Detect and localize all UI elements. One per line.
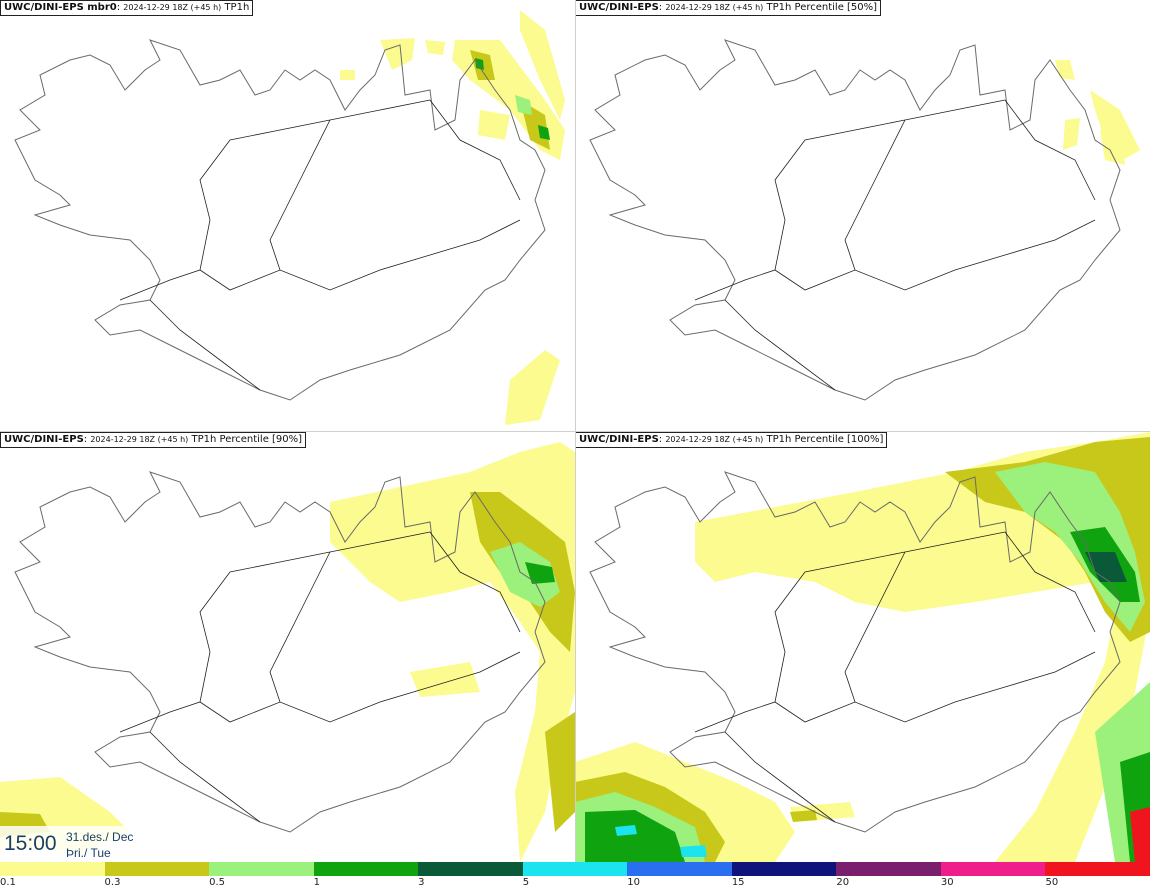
legend-tick-label: 30	[940, 877, 954, 888]
iceland-coastline	[589, 39, 1121, 401]
precip-map-svg	[575, 432, 1150, 862]
precip-overlay	[340, 10, 565, 425]
precip-map-svg	[14, 10, 565, 425]
iceland-coastline	[14, 471, 546, 833]
legend-tick-label: 20	[836, 877, 850, 888]
legend-swatch	[209, 862, 314, 876]
valid-day: Þri./ Tue	[66, 846, 111, 860]
map-panel-p100[interactable]: UWC/DINI-EPS: 2024-12-29 18Z (+45 h) TP1…	[575, 432, 1150, 862]
road-network	[119, 99, 521, 391]
road-network	[119, 531, 521, 823]
panel-source: UWC/DINI-EPS mbr0	[4, 2, 117, 13]
panel-date: 2024-12-29 18Z (+45 h)	[665, 3, 764, 12]
panel-date: 2024-12-29 18Z (+45 h)	[665, 435, 764, 444]
legend-tick-label: 15	[731, 877, 745, 888]
legend-swatch	[522, 862, 628, 876]
panel-date: 2024-12-29 18Z (+45 h)	[90, 435, 189, 444]
map-panel-p90[interactable]: UWC/DINI-EPS: 2024-12-29 18Z (+45 h) TP1…	[0, 432, 575, 862]
legend-tick-label: 0.5	[209, 877, 225, 888]
color-legend: 0.1 0.3 0.5 1 3 5 10 15 20 30 50	[0, 862, 1150, 891]
panel-title: UWC/DINI-EPS mbr0: 2024-12-29 18Z (+45 h…	[0, 0, 254, 16]
legend-tick-label: 1	[313, 877, 320, 888]
precip-overlay	[575, 432, 1150, 862]
legend-swatch	[940, 862, 1046, 876]
legend-tick-label: 5	[522, 877, 530, 888]
valid-date: 31.des./ Dec	[66, 830, 134, 844]
iceland-coastline	[14, 39, 546, 401]
precip-overlay	[1055, 60, 1140, 165]
panel-divider-horizontal	[0, 431, 1150, 432]
legend-tick-label: 0.1	[0, 877, 16, 888]
valid-time: 15:00	[4, 832, 57, 855]
legend-swatch	[418, 862, 523, 876]
panel-date: 2024-12-29 18Z (+45 h)	[123, 3, 222, 12]
map-panel-mbr0[interactable]: UWC/DINI-EPS mbr0: 2024-12-29 18Z (+45 h…	[0, 0, 575, 431]
panel-source: UWC/DINI-EPS	[579, 434, 659, 445]
panel-source: UWC/DINI-EPS	[579, 2, 659, 13]
legend-swatch	[0, 862, 105, 876]
legend-swatch	[313, 862, 419, 876]
iceland-coastline	[589, 471, 1121, 833]
precip-map-svg	[0, 442, 575, 862]
panel-field: TP1h Percentile [100%]	[766, 434, 884, 445]
legend-swatch	[104, 862, 210, 876]
panel-field: TP1h Percentile [50%]	[766, 2, 878, 13]
map-panel-p50[interactable]: UWC/DINI-EPS: 2024-12-29 18Z (+45 h) TP1…	[575, 0, 1150, 431]
legend-tick-label: 50	[1045, 877, 1059, 888]
panel-field: TP1h Percentile [90%]	[191, 434, 303, 445]
legend-tick-label: 3	[418, 877, 425, 888]
panel-field: TP1h	[224, 2, 250, 13]
panel-title: UWC/DINI-EPS: 2024-12-29 18Z (+45 h) TP1…	[0, 432, 307, 448]
legend-swatch	[836, 862, 941, 876]
precip-overlay	[0, 442, 575, 862]
legend-swatch	[1045, 862, 1150, 876]
valid-time-box: 15:00 31.des./ Dec Þri./ Tue	[0, 826, 134, 862]
legend-color-bar	[0, 862, 1150, 876]
legend-swatch	[731, 862, 837, 876]
panel-title: UWC/DINI-EPS: 2024-12-29 18Z (+45 h) TP1…	[575, 0, 882, 16]
legend-swatch	[627, 862, 732, 876]
legend-tick-label: 10	[627, 877, 640, 888]
road-network	[694, 99, 1096, 391]
panel-source: UWC/DINI-EPS	[4, 434, 84, 445]
panel-title: UWC/DINI-EPS: 2024-12-29 18Z (+45 h) TP1…	[575, 432, 888, 448]
legend-tick-label: 0.3	[104, 877, 121, 888]
road-network	[694, 531, 1096, 823]
precip-map-svg	[589, 39, 1140, 401]
